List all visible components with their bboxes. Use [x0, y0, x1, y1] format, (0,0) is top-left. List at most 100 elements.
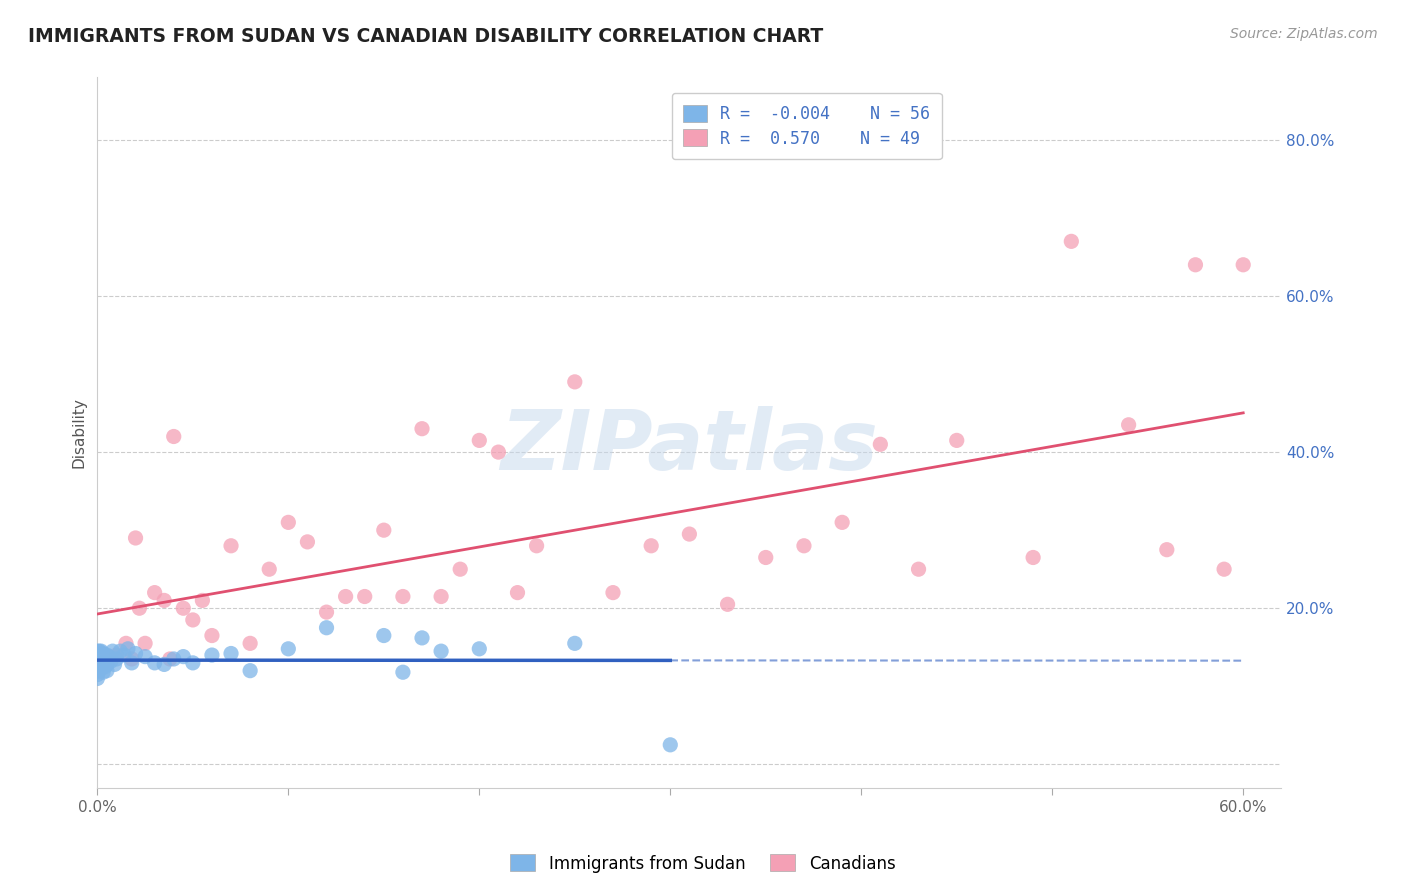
- Point: [86, 644, 108, 658]
- Point: [430, 590, 453, 604]
- Point: [869, 437, 891, 451]
- Legend: Immigrants from Sudan, Canadians: Immigrants from Sudan, Canadians: [503, 847, 903, 880]
- Point: [1022, 550, 1045, 565]
- Point: [97, 649, 120, 664]
- Point: [117, 641, 139, 656]
- Point: [89, 644, 111, 658]
- Point: [353, 590, 375, 604]
- Point: [91, 657, 114, 672]
- Point: [94, 659, 117, 673]
- Point: [1184, 258, 1206, 272]
- Point: [134, 649, 156, 664]
- Point: [143, 585, 166, 599]
- Point: [191, 593, 214, 607]
- Point: [86, 667, 108, 681]
- Point: [86, 664, 108, 678]
- Point: [411, 422, 433, 436]
- Point: [392, 590, 415, 604]
- Point: [134, 636, 156, 650]
- Point: [105, 652, 128, 666]
- Point: [564, 375, 586, 389]
- Point: [96, 657, 118, 672]
- Point: [103, 657, 125, 672]
- Point: [91, 654, 114, 668]
- Point: [239, 636, 262, 650]
- Point: [121, 656, 143, 670]
- Point: [172, 601, 194, 615]
- Point: [110, 644, 132, 658]
- Point: [1118, 417, 1140, 432]
- Point: [91, 665, 114, 680]
- Point: [100, 654, 122, 668]
- Point: [143, 656, 166, 670]
- Point: [153, 593, 176, 607]
- Point: [219, 539, 242, 553]
- Point: [449, 562, 471, 576]
- Point: [115, 636, 138, 650]
- Point: [506, 585, 529, 599]
- Point: [411, 631, 433, 645]
- Point: [1213, 562, 1236, 576]
- Point: [945, 434, 967, 448]
- Point: [1156, 542, 1178, 557]
- Point: [564, 636, 586, 650]
- Point: [297, 534, 319, 549]
- Point: [716, 597, 738, 611]
- Point: [89, 656, 111, 670]
- Point: [101, 644, 124, 658]
- Point: [373, 628, 395, 642]
- Point: [89, 664, 111, 678]
- Point: [468, 434, 491, 448]
- Point: [86, 656, 108, 670]
- Point: [277, 641, 299, 656]
- Point: [89, 652, 111, 666]
- Point: [89, 648, 111, 662]
- Point: [907, 562, 929, 576]
- Point: [86, 652, 108, 666]
- Point: [94, 656, 117, 670]
- Point: [124, 647, 146, 661]
- Point: [526, 539, 548, 553]
- Point: [373, 523, 395, 537]
- Point: [468, 641, 491, 656]
- Point: [392, 665, 415, 680]
- Point: [96, 664, 118, 678]
- Point: [159, 652, 181, 666]
- Legend: R =  -0.004    N = 56, R =  0.570    N = 49: R = -0.004 N = 56, R = 0.570 N = 49: [672, 93, 942, 159]
- Point: [112, 648, 135, 662]
- Point: [96, 648, 118, 662]
- Point: [90, 656, 112, 670]
- Point: [430, 644, 453, 658]
- Point: [90, 652, 112, 666]
- Point: [793, 539, 815, 553]
- Point: [1232, 258, 1254, 272]
- Point: [755, 550, 778, 565]
- Text: ZIPatlas: ZIPatlas: [501, 406, 879, 487]
- Point: [201, 628, 224, 642]
- Text: Source: ZipAtlas.com: Source: ZipAtlas.com: [1230, 27, 1378, 41]
- Point: [640, 539, 662, 553]
- Point: [163, 652, 186, 666]
- Point: [94, 652, 117, 666]
- Point: [90, 644, 112, 658]
- Point: [124, 531, 146, 545]
- Point: [86, 672, 108, 686]
- Point: [831, 516, 853, 530]
- Point: [315, 605, 337, 619]
- Point: [219, 647, 242, 661]
- Point: [90, 659, 112, 673]
- Point: [89, 659, 111, 673]
- Point: [181, 613, 204, 627]
- Point: [315, 621, 337, 635]
- Point: [86, 648, 108, 662]
- Point: [335, 590, 357, 604]
- Text: IMMIGRANTS FROM SUDAN VS CANADIAN DISABILITY CORRELATION CHART: IMMIGRANTS FROM SUDAN VS CANADIAN DISABI…: [28, 27, 824, 45]
- Point: [121, 652, 143, 666]
- Point: [239, 664, 262, 678]
- Point: [86, 659, 108, 673]
- Point: [659, 738, 682, 752]
- Point: [201, 648, 224, 662]
- Point: [602, 585, 624, 599]
- Point: [181, 656, 204, 670]
- Point: [678, 527, 700, 541]
